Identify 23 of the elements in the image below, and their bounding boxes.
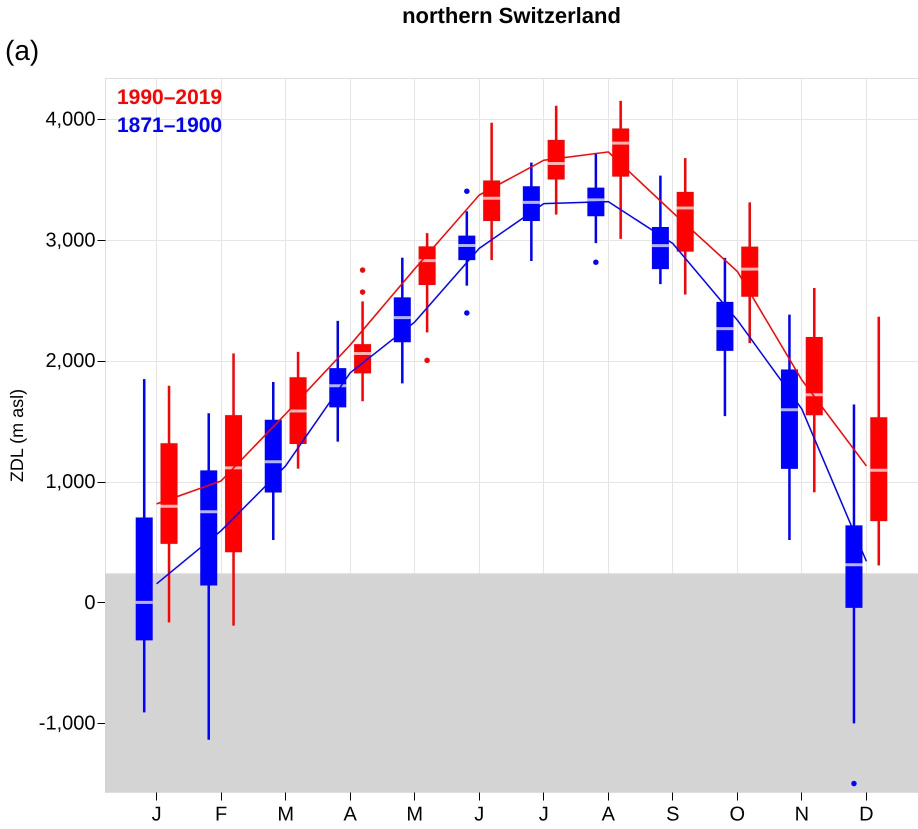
x-tick-label: J xyxy=(538,804,549,826)
text: (a) xyxy=(5,35,40,66)
x-tick-label: D xyxy=(859,804,874,826)
x-tick-label: O xyxy=(730,804,746,826)
x-tick-label: J xyxy=(152,804,162,826)
y-tick-label: 2,000 xyxy=(45,350,96,372)
text: 1871–1900 xyxy=(117,114,222,137)
x-tick-label: A xyxy=(344,804,358,826)
y-tick-label: 0 xyxy=(84,592,96,614)
x-tick-label: J xyxy=(474,804,484,826)
x-tick-label: M xyxy=(406,804,424,826)
x-tick-label: N xyxy=(794,804,810,826)
y-tick-label: 3,000 xyxy=(45,229,96,252)
y-axis-title: ZDL (m asl) xyxy=(6,388,27,482)
y-tick-label: 4,000 xyxy=(45,108,96,131)
text: 1990–2019 xyxy=(117,86,222,109)
x-tick-label: S xyxy=(666,804,680,826)
x-tick-label: F xyxy=(215,804,228,826)
x-tick-label: M xyxy=(277,804,294,826)
y-tick-label: -1,000 xyxy=(38,712,96,735)
x-tick-label: A xyxy=(602,804,616,826)
y-tick-label: 1,000 xyxy=(45,471,96,494)
chart-title: northern Switzerland xyxy=(402,3,621,28)
